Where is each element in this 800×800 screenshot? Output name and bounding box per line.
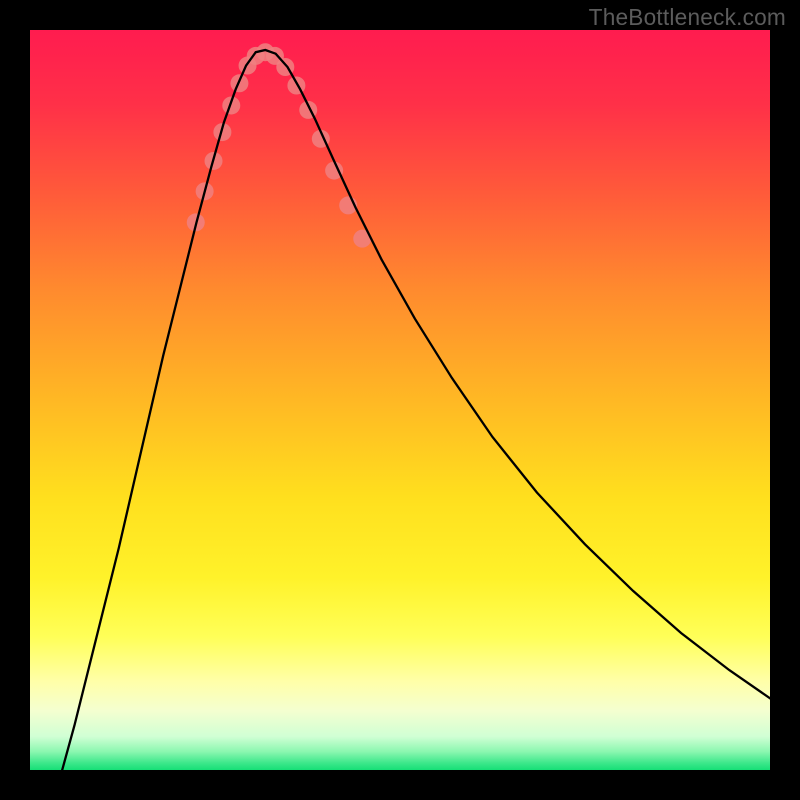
watermark-text: TheBottleneck.com <box>589 4 786 31</box>
gradient-background <box>30 30 770 770</box>
marker-dot <box>287 77 305 95</box>
chart-container: TheBottleneck.com <box>0 0 800 800</box>
plot-area <box>30 30 770 770</box>
chart-svg <box>30 30 770 770</box>
